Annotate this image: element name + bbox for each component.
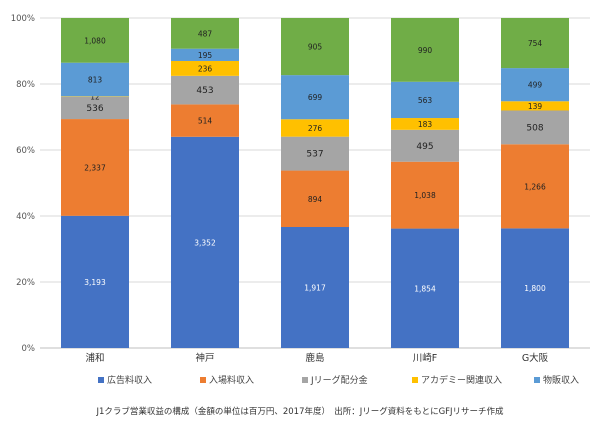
data-label: 139 xyxy=(528,102,543,111)
bar-segment xyxy=(171,136,239,348)
data-label: 1,854 xyxy=(414,284,436,293)
bar-segment xyxy=(171,18,239,49)
bar-segment xyxy=(391,228,459,348)
bars: 3,193 2,337 536 12 813 1,080 3,352 514 453 236 195… xyxy=(61,18,569,348)
data-label: 754 xyxy=(528,39,543,48)
legend-entry: 広告料収入 xyxy=(107,374,152,386)
data-label: 236 xyxy=(198,64,213,73)
bar-segment xyxy=(281,75,349,120)
data-label: 499 xyxy=(528,81,543,90)
data-label: 990 xyxy=(418,46,433,55)
data-label: 3,352 xyxy=(194,238,216,247)
data-label: 536 xyxy=(86,104,103,114)
legend: 広告料収入入場料収入Jリーグ配分金アカデミー関連収入物販収入その他収入 xyxy=(98,374,579,386)
bar-segment xyxy=(61,18,129,63)
data-label: 1,038 xyxy=(414,191,436,200)
data-label: 1,917 xyxy=(304,283,326,292)
legend-entry: アカデミー関連収入 xyxy=(421,374,502,386)
y-axis-ticks: 0% 20% 40% 60% 80% 100% xyxy=(11,14,35,354)
y-tick-label: 20% xyxy=(16,278,35,288)
bar-segment xyxy=(391,161,459,229)
legend-swatch xyxy=(412,377,418,383)
bar-segment xyxy=(501,68,569,102)
x-category-label: 浦和 xyxy=(85,352,104,364)
legend-swatch xyxy=(302,377,308,383)
data-label: 495 xyxy=(416,142,433,152)
bar-segment xyxy=(281,119,349,137)
x-category-label: G大阪 xyxy=(522,352,549,364)
bar-segment xyxy=(391,118,459,130)
legend-swatch xyxy=(200,377,206,383)
data-label: 508 xyxy=(526,123,543,133)
bar-segment xyxy=(501,18,569,69)
data-label: 905 xyxy=(308,43,323,52)
x-axis-categories: 浦和 神戸 鹿島 川崎F G大阪 xyxy=(85,352,548,364)
bar-segment xyxy=(501,110,569,145)
y-tick-label: 60% xyxy=(16,146,35,156)
bar-segment xyxy=(61,62,129,97)
bar-segment xyxy=(61,119,129,216)
bar-segment xyxy=(171,48,239,61)
y-tick-label: 40% xyxy=(16,212,35,222)
bar-segment xyxy=(501,101,569,111)
data-label: 195 xyxy=(198,51,213,60)
data-label: 1,266 xyxy=(524,182,546,191)
y-tick-label: 0% xyxy=(22,344,36,354)
data-label: 699 xyxy=(308,93,323,102)
bar-segment xyxy=(171,60,239,76)
legend-entry: 入場料収入 xyxy=(209,374,254,386)
data-label: 1,080 xyxy=(84,36,106,45)
bar-segment xyxy=(171,104,239,137)
bar-segment xyxy=(281,136,349,171)
data-label: 894 xyxy=(308,195,323,204)
data-label: 813 xyxy=(88,76,103,85)
y-tick-label: 80% xyxy=(16,80,35,90)
x-category-label: 鹿島 xyxy=(305,352,324,364)
bar-segment xyxy=(61,96,129,120)
data-label: 453 xyxy=(196,86,213,96)
bar-segment xyxy=(171,75,239,105)
chart-caption: J1クラブ営業収益の構成（金額の単位は百万円、2017年度） 出所：Jリーグ資料… xyxy=(95,406,504,417)
data-label: 563 xyxy=(418,96,433,105)
bar-segment xyxy=(281,226,349,348)
data-label: 487 xyxy=(198,29,213,38)
x-category-label: 神戸 xyxy=(195,352,214,364)
bar-segment xyxy=(391,18,459,82)
bar-segment xyxy=(281,18,349,76)
data-label: 183 xyxy=(418,120,433,129)
data-label: 1,800 xyxy=(524,284,546,293)
x-category-label: 川崎F xyxy=(413,352,437,364)
legend-entry: Jリーグ配分金 xyxy=(310,374,368,386)
data-label: 514 xyxy=(198,117,213,126)
bar-segment xyxy=(281,170,349,227)
bar-segment xyxy=(391,129,459,162)
data-label: 3,193 xyxy=(84,278,106,287)
legend-swatch xyxy=(98,377,104,383)
data-label: 2,337 xyxy=(84,163,106,172)
bar-segment xyxy=(501,144,569,229)
legend-swatch xyxy=(534,377,540,383)
data-label: 537 xyxy=(306,150,323,160)
bar-segment xyxy=(61,215,129,348)
bar-segment xyxy=(501,228,569,348)
y-tick-label: 100% xyxy=(11,14,35,24)
data-label: 276 xyxy=(308,124,323,133)
legend-entry: 物販収入 xyxy=(543,374,579,386)
data-label: 12 xyxy=(90,93,100,102)
bar-segment xyxy=(391,81,459,119)
